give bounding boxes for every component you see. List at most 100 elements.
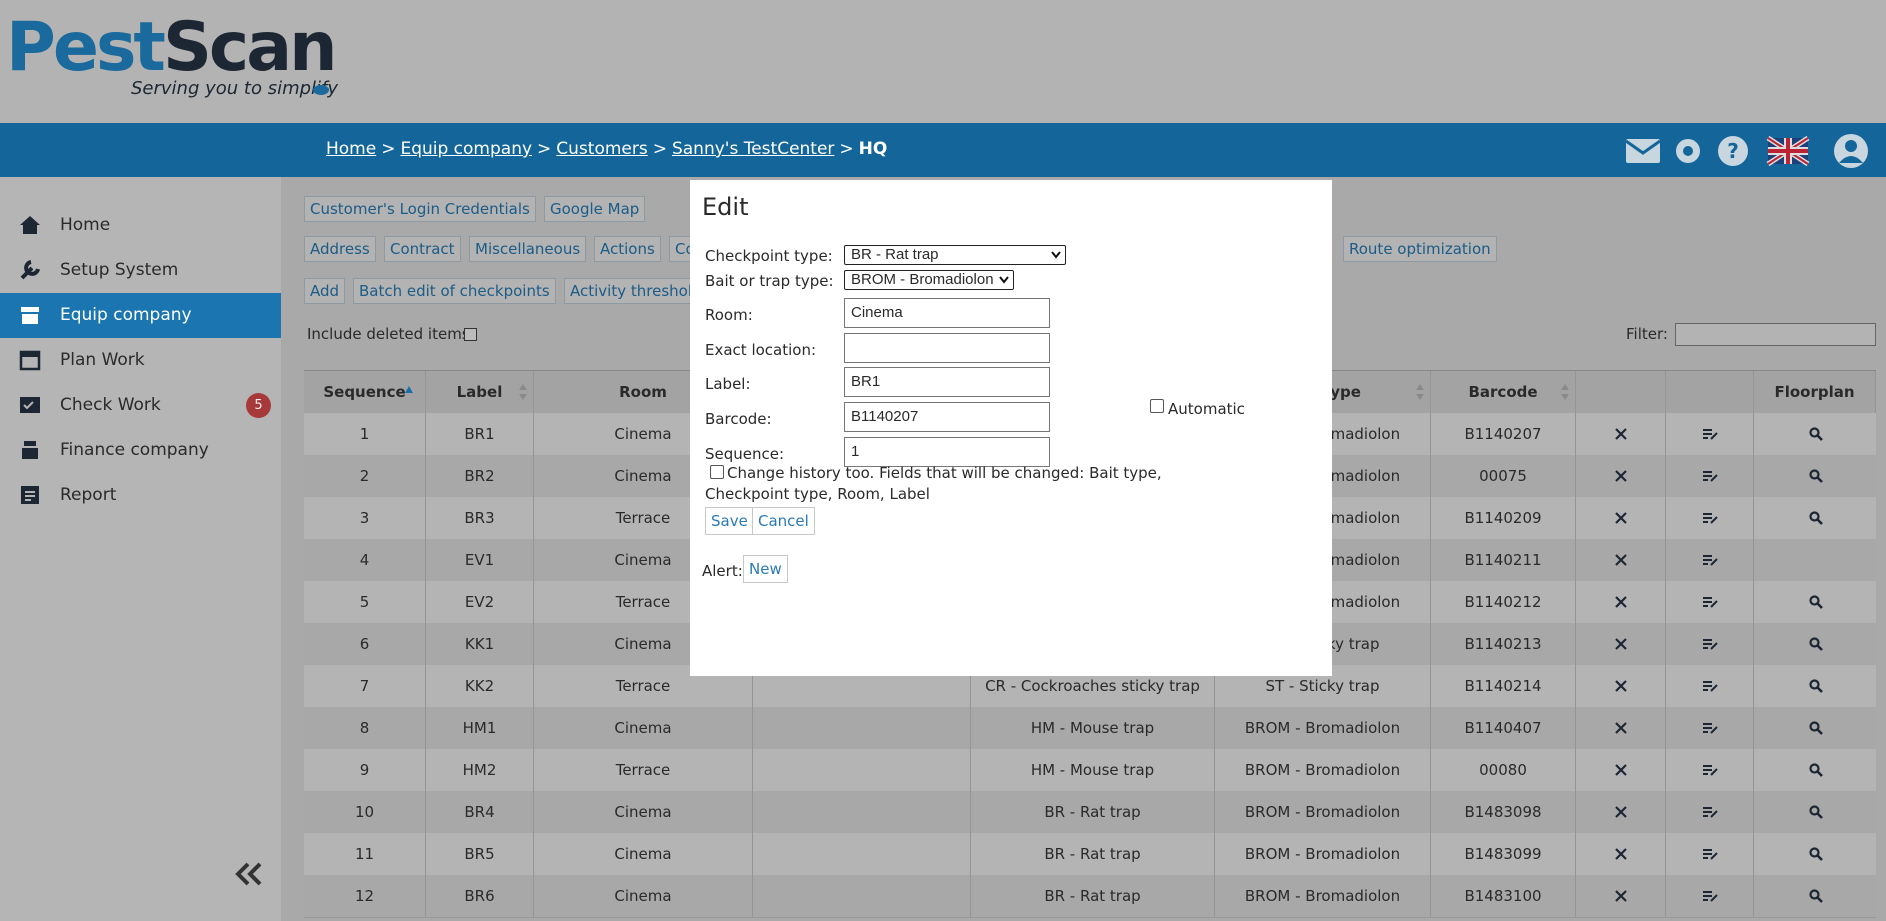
filter-label: Filter: (1626, 325, 1668, 343)
floorplan-cell[interactable] (1754, 875, 1876, 917)
delete-cell[interactable] (1576, 875, 1666, 917)
floorplan-cell[interactable] (1754, 707, 1876, 749)
table-cell: Cinema (534, 707, 753, 749)
breadcrumb-item[interactable]: Equip company (400, 139, 533, 159)
floorplan-cell[interactable] (1754, 581, 1876, 623)
text-input[interactable]: Cinema (844, 298, 1050, 328)
delete-cell[interactable] (1576, 455, 1666, 497)
toolbar-button[interactable]: Miscellaneous (469, 236, 587, 262)
toolbar-button[interactable]: Google Map (544, 196, 646, 222)
delete-cell[interactable] (1576, 791, 1666, 833)
delete-cell[interactable] (1576, 497, 1666, 539)
edit-cell[interactable] (1666, 707, 1754, 749)
floorplan-cell[interactable] (1754, 455, 1876, 497)
header-cell[interactable]: Label (426, 371, 534, 413)
floorplan-cell[interactable] (1754, 749, 1876, 791)
text-input[interactable]: BR1 (844, 367, 1050, 397)
cancel-button[interactable]: Cancel (752, 507, 815, 535)
toolbar-button[interactable]: Contract (384, 236, 461, 262)
edit-icon (1703, 681, 1718, 692)
checkbox[interactable] (710, 465, 724, 479)
delete-cell[interactable] (1576, 707, 1666, 749)
toolbar-button[interactable]: Address (304, 236, 376, 262)
toolbar-button[interactable]: Actions (594, 236, 661, 262)
sidebar-item[interactable]: Finance company (0, 428, 281, 473)
header-icons[interactable]: ? (1624, 133, 1886, 169)
sidebar-item[interactable]: Equip company (0, 293, 281, 338)
save-button[interactable]: Save (705, 507, 754, 535)
delete-cell[interactable] (1576, 665, 1666, 707)
table-cell: Terrace (534, 665, 753, 707)
toolbar-button[interactable]: Batch edit of checkpoints (353, 278, 556, 304)
edit-cell[interactable] (1666, 833, 1754, 875)
header-cell[interactable]: Floorplan (1754, 371, 1876, 413)
text-input[interactable]: B1140207 (844, 402, 1050, 432)
text-input[interactable]: 1 (844, 437, 1050, 467)
table-cell: BR5 (426, 833, 534, 875)
delete-cell[interactable] (1576, 623, 1666, 665)
badge: 5 (246, 393, 271, 418)
sort-icon (1416, 384, 1424, 400)
delete-cell[interactable] (1576, 749, 1666, 791)
edit-cell[interactable] (1666, 455, 1754, 497)
header-cell[interactable]: Sequence (304, 371, 426, 413)
table-cell: 00075 (1431, 455, 1576, 497)
delete-cell[interactable] (1576, 581, 1666, 623)
sidebar-item[interactable]: Setup System (0, 248, 281, 293)
sidebar-item[interactable]: Home (0, 203, 281, 248)
toolbar-button[interactable]: Customer's Login Credentials (304, 196, 536, 222)
filter-input[interactable] (1675, 323, 1876, 346)
text-input[interactable] (844, 333, 1050, 363)
table-cell: EV2 (426, 581, 534, 623)
breadcrumb-item[interactable]: Sanny's TestCenter (671, 139, 835, 159)
sidebar-item[interactable]: Check Work 5 (0, 383, 281, 428)
table-row: 8 HM1 Cinema HM - Mouse trap BROM - Bromadio… (304, 707, 1876, 750)
edit-cell[interactable] (1666, 875, 1754, 917)
checkbox[interactable] (464, 328, 477, 341)
nav-bar: Home > Equip company > Customers > Sanny's Tes… (0, 123, 1886, 177)
toolbar-button[interactable]: Route optimization (1343, 236, 1497, 262)
toolbar-button[interactable]: Add (304, 278, 346, 304)
sidebar-item[interactable]: Plan Work (0, 338, 281, 383)
breadcrumb: Home > Equip company > Customers > Sanny's Tes… (326, 139, 887, 159)
floorplan-cell[interactable] (1754, 413, 1876, 455)
edit-cell[interactable] (1666, 581, 1754, 623)
collapse-icon[interactable] (234, 861, 264, 887)
logo[interactable]: PestScan (6, 8, 338, 87)
edit-icon (1703, 429, 1718, 440)
edit-cell[interactable] (1666, 497, 1754, 539)
checkbox[interactable] (1150, 399, 1164, 413)
select[interactable]: BROM - Bromadiolon (844, 270, 1014, 290)
floorplan-cell[interactable] (1754, 665, 1876, 707)
edit-cell[interactable] (1666, 749, 1754, 791)
edit-cell[interactable] (1666, 413, 1754, 455)
tagline: Serving you to simplify (131, 78, 339, 99)
table-cell: 1 (304, 413, 426, 455)
table-cell: BR3 (426, 497, 534, 539)
edit-cell[interactable] (1666, 665, 1754, 707)
sidebar-item[interactable]: Report (0, 473, 281, 518)
table-cell: B1483098 (1431, 791, 1576, 833)
edit-cell[interactable] (1666, 623, 1754, 665)
table-cell (753, 749, 971, 791)
delete-cell[interactable] (1576, 413, 1666, 455)
table-cell: HM - Mouse trap (971, 749, 1215, 791)
edit-cell[interactable] (1666, 791, 1754, 833)
breadcrumb-item[interactable]: Customers (556, 139, 648, 159)
delete-cell[interactable] (1576, 833, 1666, 875)
floorplan-cell[interactable] (1754, 623, 1876, 665)
delete-icon (1615, 848, 1627, 860)
delete-cell[interactable] (1576, 539, 1666, 581)
floorplan-cell[interactable] (1754, 833, 1876, 875)
breadcrumb-item[interactable]: Home (326, 139, 377, 159)
edit-cell[interactable] (1666, 539, 1754, 581)
floorplan-cell[interactable] (1754, 791, 1876, 833)
header-cell (1666, 371, 1754, 413)
floorplan-icon (1809, 763, 1823, 777)
new-button[interactable]: New (743, 555, 788, 583)
floorplan-cell[interactable] (1754, 497, 1876, 539)
header-cell[interactable]: Barcode (1431, 371, 1576, 413)
select[interactable]: BR - Rat trap (844, 245, 1066, 265)
table-cell: 6 (304, 623, 426, 665)
table-cell: B1483100 (1431, 875, 1576, 917)
